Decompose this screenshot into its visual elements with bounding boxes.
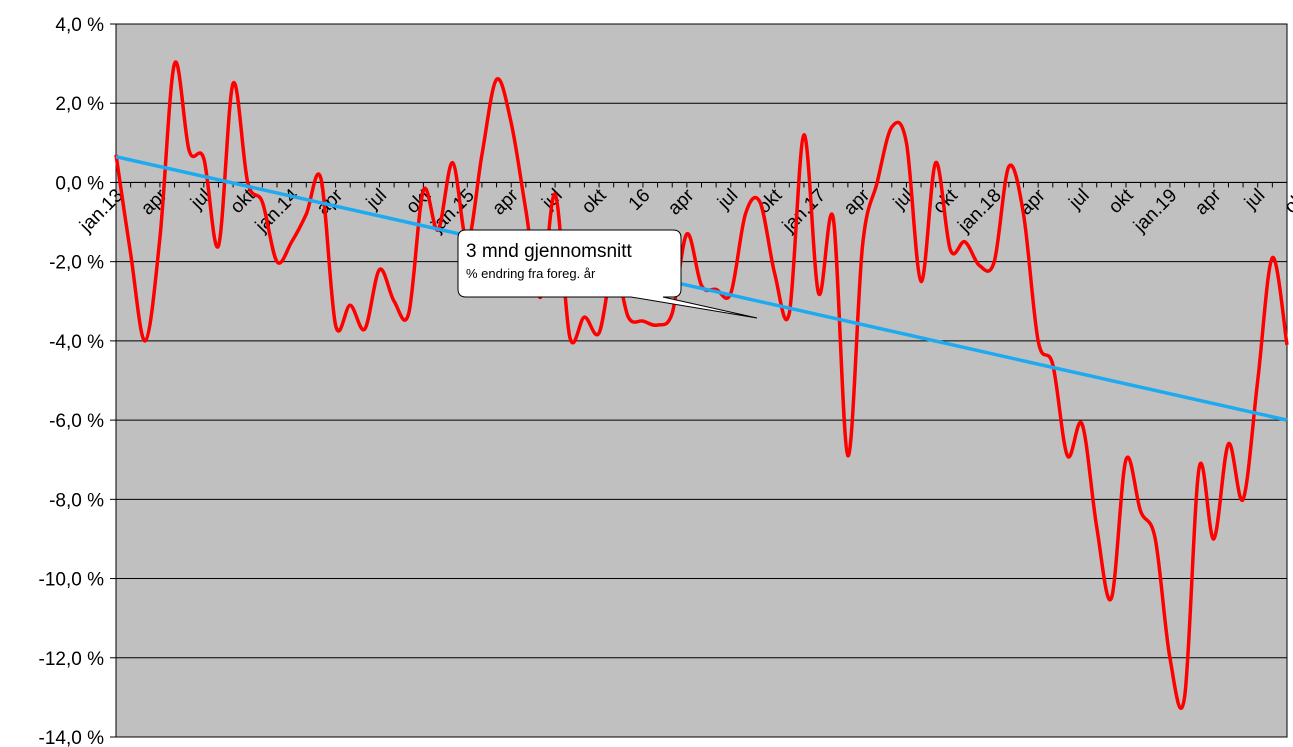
y-tick-label: -14,0 % [39, 728, 105, 747]
y-axis: 4,0 % 2,0 % 0,0 % -2,0 % -4,0 % -6,0 % -8,0 % -… [39, 15, 116, 747]
plot-area [115, 23, 1288, 738]
y-tick-label: 0,0 % [55, 173, 104, 194]
callout-subtitle: % endring fra foreg. år [466, 266, 596, 281]
y-tick-label: -12,0 % [39, 649, 105, 670]
y-tick-label: -8,0 % [49, 490, 104, 511]
callout-title: 3 mnd gjennomsnitt [466, 241, 633, 262]
y-tick-label: -10,0 % [39, 570, 105, 591]
y-tick-label: 2,0 % [55, 94, 104, 115]
trendline [115, 154, 1288, 422]
callout-bubble [457, 229, 758, 319]
y-tick-label: -6,0 % [49, 411, 104, 432]
y-tick-label: -2,0 % [49, 253, 104, 274]
y-tick-label: 4,0 % [55, 15, 104, 36]
callout-annotation: 3 mnd gjennomsnitt % endring fra foreg. … [457, 229, 758, 319]
y-tick-label: -4,0 % [49, 332, 104, 353]
series-layer [114, 60, 1289, 710]
